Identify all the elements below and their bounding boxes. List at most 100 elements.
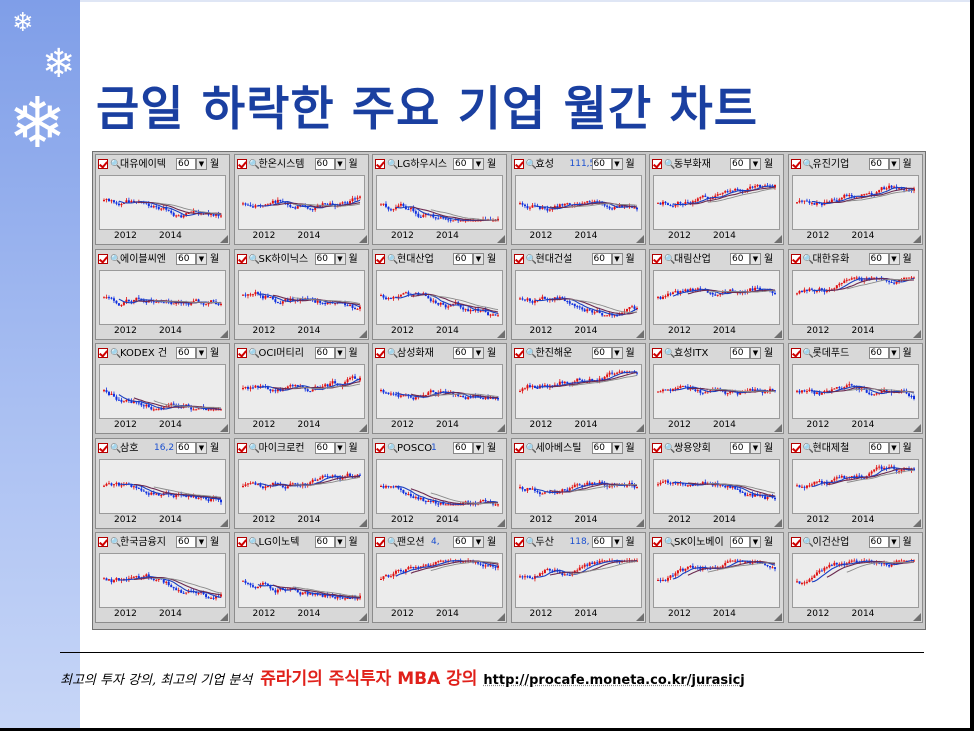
resize-grip-icon[interactable] [635,424,644,432]
resize-grip-icon[interactable] [912,424,921,432]
search-icon[interactable]: 🔍 [802,349,814,359]
checkbox-icon[interactable] [98,159,108,169]
resize-grip-icon[interactable] [358,235,367,243]
period-input[interactable]: 60 [176,252,196,265]
dropdown-arrow-icon[interactable]: ▼ [750,347,761,359]
search-icon[interactable]: 🔍 [248,254,260,265]
search-icon[interactable]: 🔍 [248,349,260,359]
search-icon[interactable]: 🔍 [802,443,814,454]
search-icon[interactable]: 🔍 [110,254,122,265]
dropdown-arrow-icon[interactable]: ▼ [750,536,761,548]
dropdown-arrow-icon[interactable]: ▼ [888,347,900,359]
dropdown-arrow-icon[interactable]: ▼ [750,441,761,454]
resize-grip-icon[interactable] [635,329,644,338]
search-icon[interactable]: 🔍 [248,160,260,170]
dropdown-arrow-icon[interactable]: ▼ [888,252,900,265]
search-icon[interactable]: 🔍 [110,349,122,359]
search-icon[interactable]: 🔍 [525,443,537,454]
resize-grip-icon[interactable] [497,518,505,527]
resize-grip-icon[interactable] [774,518,782,527]
dropdown-arrow-icon[interactable]: ▼ [888,536,900,548]
dropdown-arrow-icon[interactable]: ▼ [611,441,623,454]
checkbox-icon[interactable] [375,253,385,264]
checkbox-icon[interactable] [236,348,247,358]
checkbox-icon[interactable] [375,537,385,547]
checkbox-icon[interactable] [236,442,247,453]
search-icon[interactable]: 🔍 [387,443,399,454]
period-input[interactable]: 60 [314,536,335,548]
period-input[interactable]: 60 [730,536,750,548]
search-icon[interactable]: 🔍 [664,349,676,359]
search-icon[interactable]: 🔍 [110,538,122,548]
period-input[interactable]: 60 [591,252,612,265]
period-input[interactable]: 60 [591,158,612,170]
period-input[interactable]: 60 [868,441,889,454]
search-icon[interactable]: 🔍 [664,254,676,265]
search-icon[interactable]: 🔍 [664,160,676,170]
checkbox-icon[interactable] [375,159,385,169]
checkbox-icon[interactable] [790,442,801,453]
resize-grip-icon[interactable] [774,235,782,243]
dropdown-arrow-icon[interactable]: ▼ [611,347,623,359]
search-icon[interactable]: 🔍 [110,160,122,170]
checkbox-icon[interactable] [98,348,108,358]
period-input[interactable]: 60 [868,347,889,359]
period-input[interactable]: 60 [314,347,335,359]
search-icon[interactable]: 🔍 [664,538,676,548]
resize-grip-icon[interactable] [497,613,505,621]
resize-grip-icon[interactable] [358,518,367,527]
dropdown-arrow-icon[interactable]: ▼ [196,158,207,170]
resize-grip-icon[interactable] [497,235,505,243]
resize-grip-icon[interactable] [635,518,644,527]
period-input[interactable]: 60 [453,347,473,359]
footer-url-link[interactable]: http://procafe.moneta.co.kr/jurasicj [483,673,745,688]
dropdown-arrow-icon[interactable]: ▼ [750,158,761,170]
checkbox-icon[interactable] [513,348,524,358]
resize-grip-icon[interactable] [635,235,644,243]
resize-grip-icon[interactable] [220,518,228,527]
checkbox-icon[interactable] [236,159,247,169]
search-icon[interactable]: 🔍 [525,160,537,170]
dropdown-arrow-icon[interactable]: ▼ [611,158,623,170]
period-input[interactable]: 60 [176,441,196,454]
resize-grip-icon[interactable] [912,613,921,621]
period-input[interactable]: 60 [314,441,335,454]
resize-grip-icon[interactable] [220,613,228,621]
period-input[interactable]: 60 [730,441,750,454]
dropdown-arrow-icon[interactable]: ▼ [334,441,346,454]
resize-grip-icon[interactable] [358,329,367,338]
search-icon[interactable]: 🔍 [525,349,537,359]
checkbox-icon[interactable] [513,537,524,547]
checkbox-icon[interactable] [652,537,662,547]
search-icon[interactable]: 🔍 [387,254,399,265]
checkbox-icon[interactable] [652,442,662,453]
checkbox-icon[interactable] [375,442,385,453]
dropdown-arrow-icon[interactable]: ▼ [196,441,207,454]
resize-grip-icon[interactable] [358,613,367,621]
period-input[interactable]: 60 [453,441,473,454]
search-icon[interactable]: 🔍 [387,349,399,359]
period-input[interactable]: 60 [868,536,889,548]
search-icon[interactable]: 🔍 [525,538,537,548]
dropdown-arrow-icon[interactable]: ▼ [750,252,761,265]
search-icon[interactable]: 🔍 [387,160,399,170]
period-input[interactable]: 60 [453,158,473,170]
resize-grip-icon[interactable] [774,329,782,338]
period-input[interactable]: 60 [314,252,335,265]
resize-grip-icon[interactable] [220,329,228,338]
search-icon[interactable]: 🔍 [248,538,260,548]
dropdown-arrow-icon[interactable]: ▼ [888,441,900,454]
resize-grip-icon[interactable] [220,235,228,243]
period-input[interactable]: 60 [730,347,750,359]
search-icon[interactable]: 🔍 [525,254,537,265]
period-input[interactable]: 60 [176,536,196,548]
dropdown-arrow-icon[interactable]: ▼ [334,252,346,265]
dropdown-arrow-icon[interactable]: ▼ [473,252,484,265]
checkbox-icon[interactable] [652,253,662,264]
period-input[interactable]: 60 [730,158,750,170]
checkbox-icon[interactable] [790,253,801,264]
resize-grip-icon[interactable] [497,329,505,338]
resize-grip-icon[interactable] [358,424,367,432]
period-input[interactable]: 60 [176,347,196,359]
dropdown-arrow-icon[interactable]: ▼ [334,347,346,359]
